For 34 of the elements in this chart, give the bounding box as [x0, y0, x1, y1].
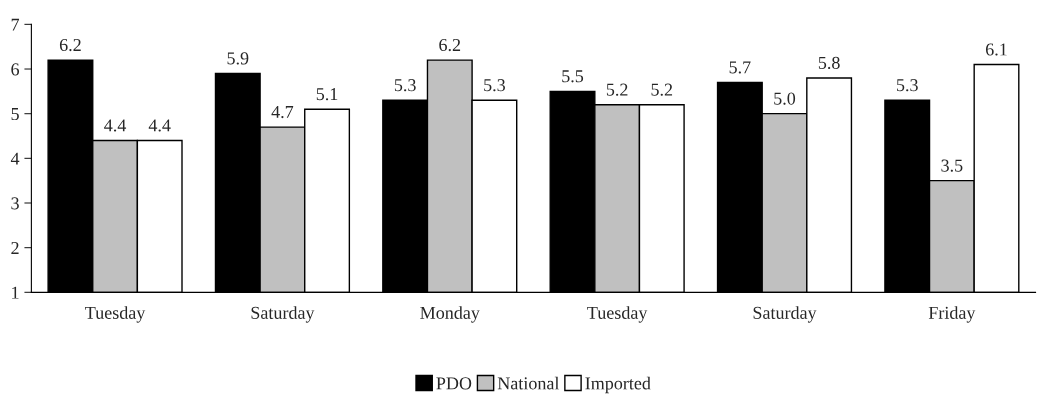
legend-label: PDO	[436, 377, 472, 390]
data-label: 3.5	[941, 159, 963, 172]
data-label: 4.7	[271, 105, 294, 119]
x-tick-label: Monday	[420, 306, 480, 323]
y-tick-label: 5	[11, 108, 19, 121]
data-label: 6.1	[985, 43, 1007, 56]
legend-label: Imported	[585, 376, 651, 394]
data-label: 6.2	[59, 38, 81, 52]
data-label: 5.0	[774, 92, 796, 105]
data-label: 5.9	[227, 52, 249, 65]
data-label: 5.3	[897, 79, 918, 92]
data-label: 4.4	[148, 119, 171, 132]
data-label: 5.3	[394, 79, 416, 92]
x-tick-label: Friday	[928, 306, 976, 323]
data-label: 6.2	[439, 38, 461, 52]
data-label: 4.4	[104, 119, 127, 132]
y-tick-label: 1	[12, 286, 19, 299]
data-label: 5.5	[562, 70, 584, 83]
data-label: 5.7	[729, 61, 751, 74]
data-label: 5.1	[316, 88, 338, 101]
x-tick-label: Saturday	[753, 306, 817, 323]
y-tick-label: 7	[11, 18, 20, 31]
y-tick-label: 2	[11, 241, 19, 254]
data-label: 5.2	[651, 83, 673, 96]
x-tick-label: Saturday	[251, 306, 315, 323]
y-tick-label: 4	[10, 152, 20, 165]
x-tick-label: Tuesday	[85, 306, 146, 323]
data-label: 5.3	[484, 79, 505, 92]
x-tick-label: Tuesday	[587, 306, 648, 323]
data-label: 5.2	[606, 83, 628, 96]
data-label: 5.8	[818, 56, 840, 69]
legend-label: National	[497, 376, 560, 390]
y-tick-label: 6	[11, 63, 20, 76]
y-tick-label: 3	[11, 197, 19, 210]
